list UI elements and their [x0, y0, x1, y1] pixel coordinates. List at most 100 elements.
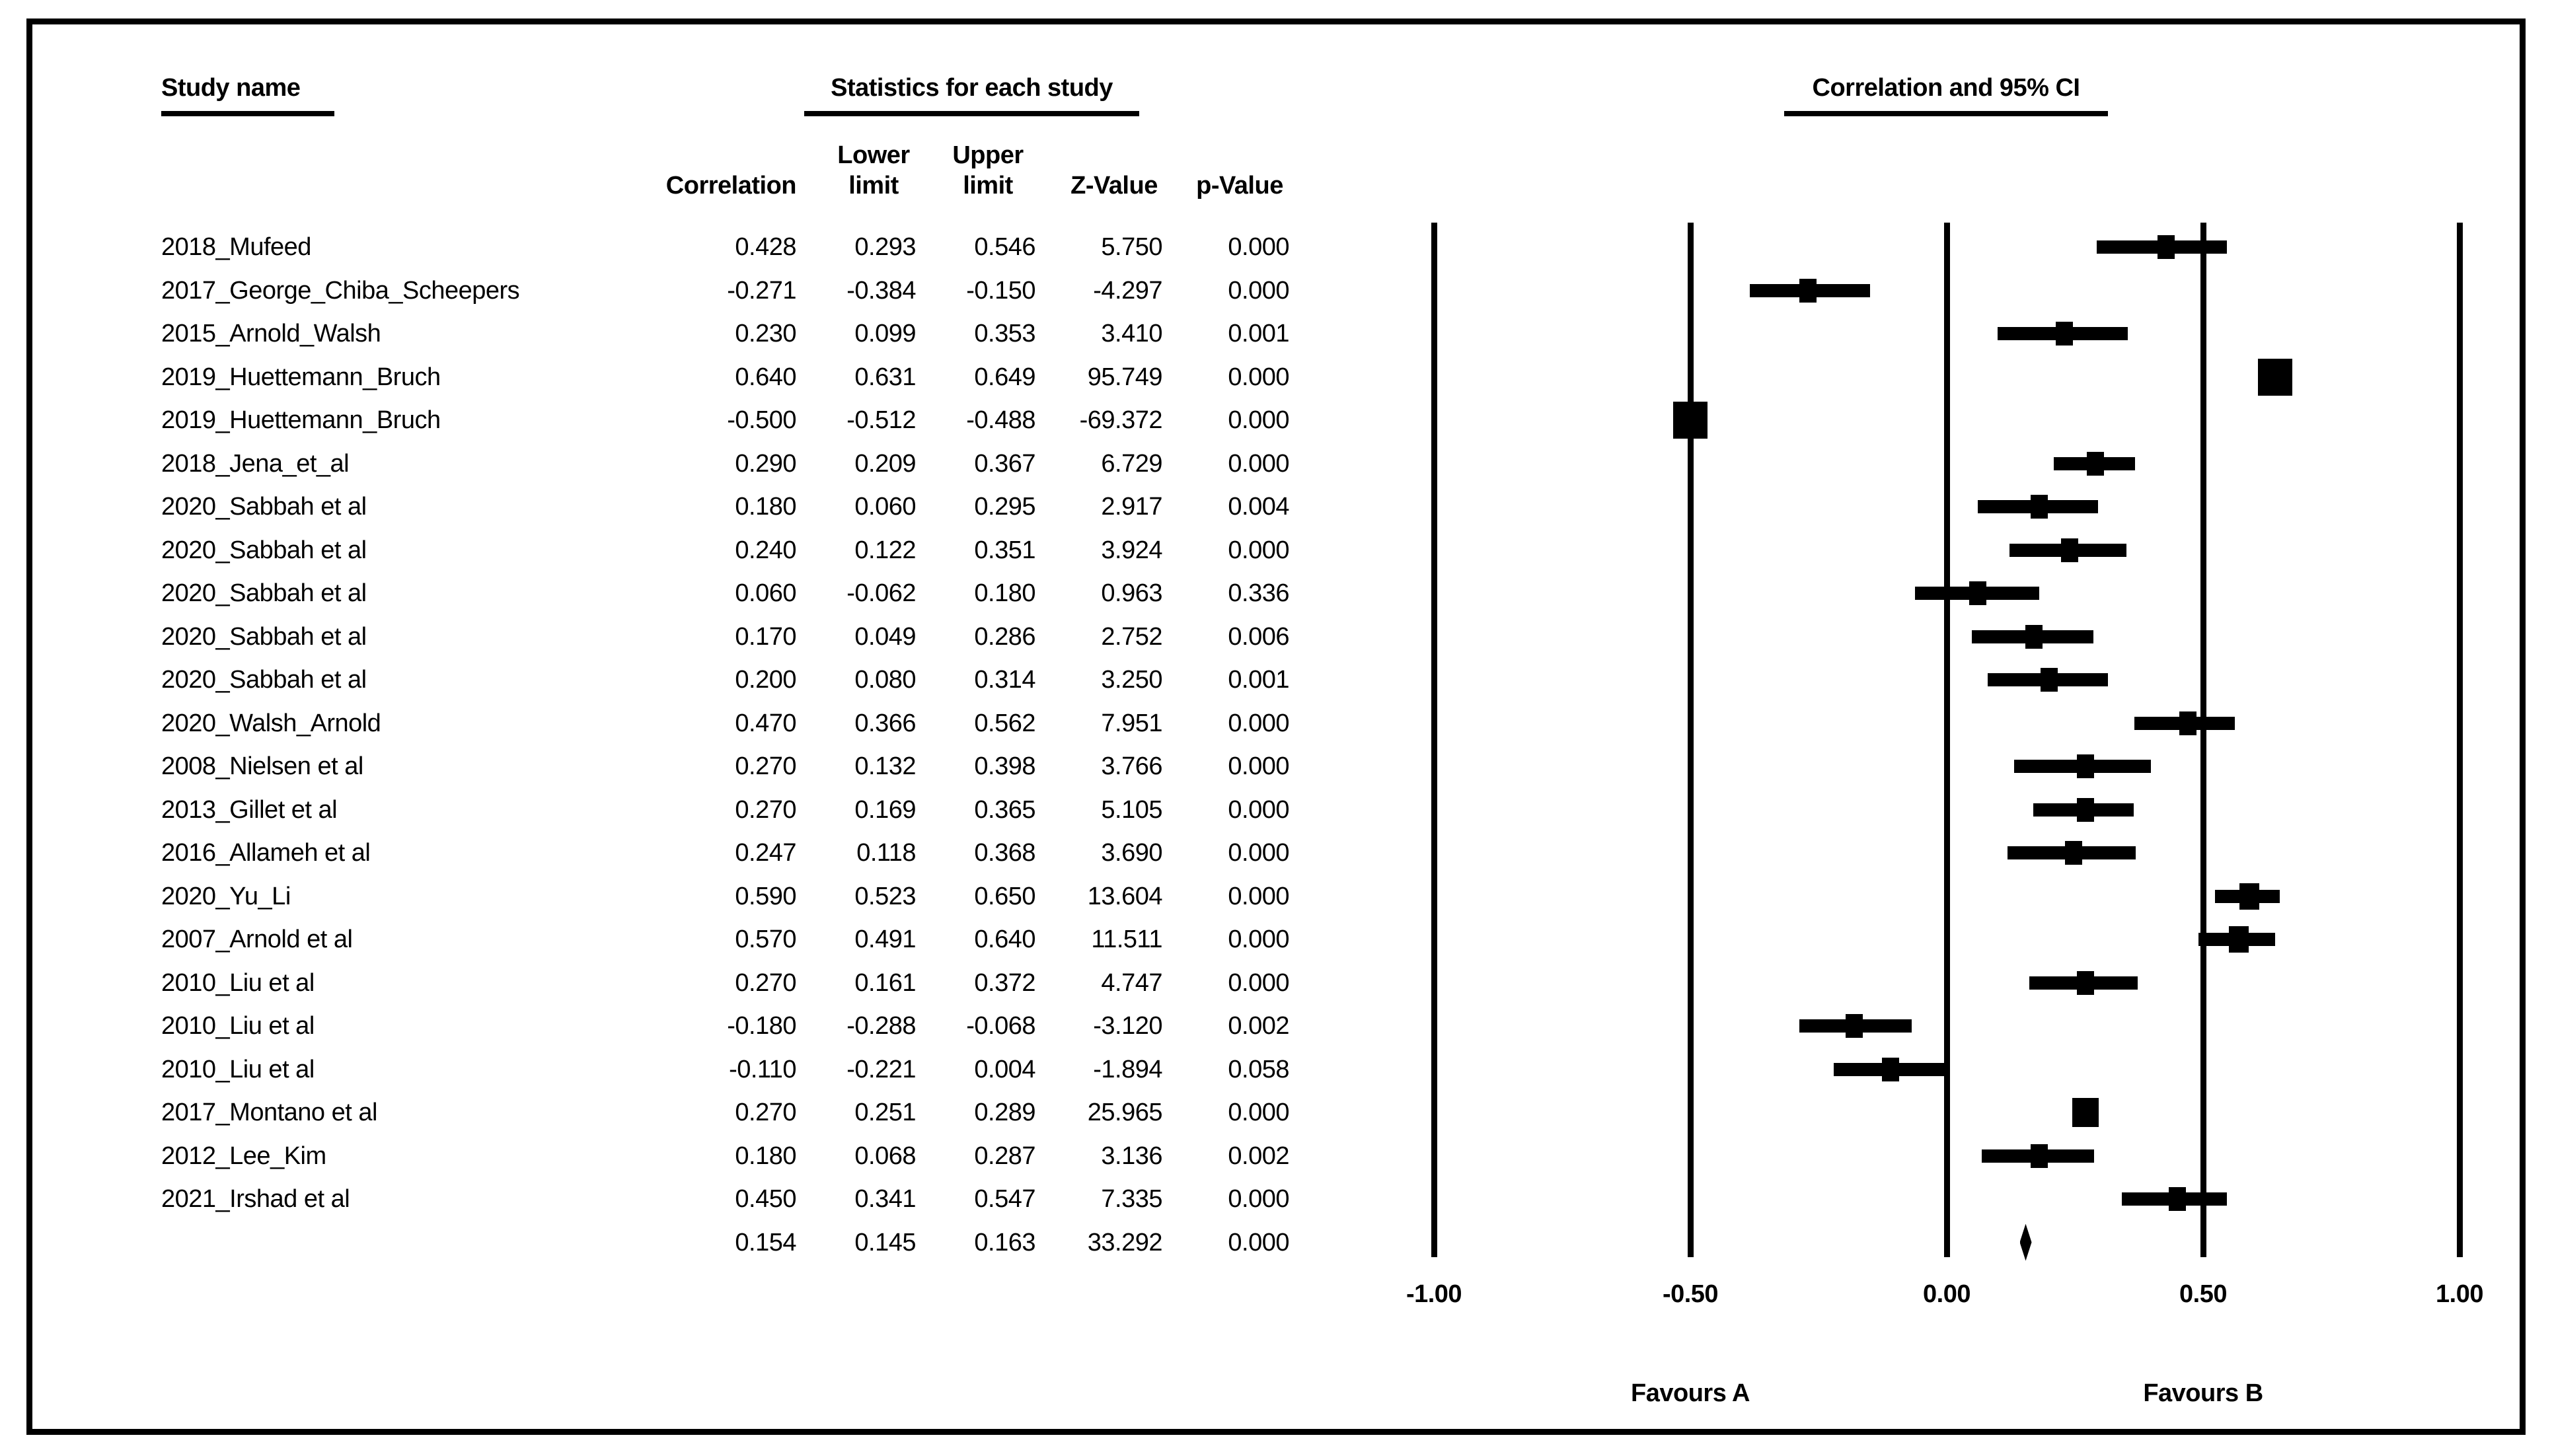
z-value-cell: -4.297: [1093, 276, 1162, 305]
lower-limit-cell: 0.060: [854, 493, 916, 521]
p-value-cell: 0.000: [1228, 709, 1289, 737]
study-name-header: Study name: [161, 74, 301, 102]
p-value-cell: 0.000: [1228, 406, 1289, 434]
p-value-cell: 0.000: [1228, 536, 1289, 564]
lower-limit-cell: 0.049: [854, 622, 916, 651]
axis-tick-label: -0.50: [1662, 1280, 1719, 1308]
point-estimate-square: [2087, 451, 2105, 476]
point-estimate-square: [2061, 538, 2079, 562]
lower-limit-cell: 0.169: [854, 795, 916, 824]
correlation-cell: 0.270: [735, 1099, 796, 1126]
lower-limit-cell: 0.209: [854, 449, 916, 478]
study-row: 2020_Sabbah et al 0.180 0.060 0.295 2.917 0.0…: [0, 485, 1388, 528]
z-value-cell: 5.105: [1101, 795, 1162, 824]
column-header-upper-line2: limit: [963, 172, 1013, 200]
p-value-cell: 0.000: [1228, 276, 1289, 305]
study-name: 2012_Lee_Kim: [161, 1142, 326, 1170]
lower-limit-cell: -0.288: [846, 1012, 916, 1040]
upper-limit-cell: 0.163: [974, 1228, 1035, 1256]
lower-limit-cell: 0.523: [854, 882, 916, 910]
upper-limit-cell: 0.649: [974, 363, 1035, 391]
correlation-cell: -0.110: [729, 1055, 796, 1083]
correlation-cell: 0.230: [735, 320, 796, 347]
study-row: 2007_Arnold et al 0.570 0.491 0.640 11.511 0.…: [0, 918, 1388, 961]
study-row: 2016_Allameh et al 0.247 0.118 0.368 3.690 0.…: [0, 831, 1388, 875]
z-value-cell: -1.894: [1093, 1055, 1162, 1083]
lower-limit-cell: -0.221: [846, 1055, 916, 1083]
upper-limit-cell: 0.367: [974, 449, 1035, 478]
lower-limit-cell: 0.631: [854, 363, 916, 391]
lower-limit-cell: 0.366: [854, 709, 916, 737]
correlation-cell: 0.270: [735, 752, 796, 780]
correlation-cell: 0.290: [735, 449, 796, 478]
study-name: 2017_George_Chiba_Scheepers: [161, 276, 520, 305]
study-name: 2020_Sabbah et al: [161, 666, 367, 694]
upper-limit-cell: 0.351: [974, 536, 1035, 564]
p-value-cell: 0.000: [1228, 752, 1289, 780]
study-row: 2020_Yu_Li 0.590 0.523 0.650 13.604 0.000: [0, 875, 1388, 918]
point-estimate-square: [2072, 1098, 2099, 1127]
column-header-lower-line2: limit: [848, 172, 899, 200]
upper-limit-cell: 0.353: [974, 320, 1035, 347]
axis-tick-label: 0.50: [2179, 1280, 2227, 1308]
column-header-p-value: p-Value: [1196, 172, 1283, 200]
study-row: 2019_Huettemann_Bruch -0.500 -0.512 -0.488 -…: [0, 398, 1388, 442]
column-header-lower-line1: Lower: [837, 141, 910, 169]
axis-tick-label: -1.00: [1406, 1280, 1462, 1308]
z-value-cell: -69.372: [1079, 406, 1163, 434]
z-value-cell: 7.335: [1101, 1185, 1162, 1213]
point-estimate-square: [2158, 235, 2175, 259]
z-value-cell: 2.917: [1101, 493, 1162, 521]
study-name: 2010_Liu et al: [161, 1012, 315, 1040]
upper-limit-cell: 0.286: [974, 622, 1035, 651]
p-value-cell: 0.002: [1228, 1142, 1289, 1170]
z-value-cell: 6.729: [1101, 449, 1162, 478]
point-estimate-square: [2041, 668, 2058, 692]
upper-limit-cell: 0.368: [974, 839, 1035, 867]
study-name: 2020_Walsh_Arnold: [161, 709, 381, 737]
plot-title-underline: [1784, 111, 2108, 116]
study-row: 2018_Jena_et_al 0.290 0.209 0.367 6.729 0.000: [0, 442, 1388, 486]
correlation-cell: 0.170: [735, 622, 796, 651]
p-value-cell: 0.000: [1228, 449, 1289, 478]
point-estimate-square: [2030, 495, 2048, 519]
study-row: 2020_Sabbah et al 0.060 -0.062 0.180 0.963 0.…: [0, 571, 1388, 615]
p-value-cell: 0.000: [1228, 1099, 1289, 1126]
study-name: 2020_Sabbah et al: [161, 579, 367, 607]
study-row: 2008_Nielsen et al 0.270 0.132 0.398 3.766 0.…: [0, 745, 1388, 788]
study-name: 2013_Gillet et al: [161, 795, 338, 824]
lower-limit-cell: 0.080: [854, 666, 916, 694]
study-row: 2020_Sabbah et al 0.240 0.122 0.351 3.924 0.0…: [0, 528, 1388, 572]
study-row: 2010_Liu et al -0.110 -0.221 0.004 -1.894 0.0…: [0, 1048, 1388, 1091]
p-value-cell: 0.001: [1228, 666, 1289, 694]
upper-limit-cell: -0.488: [966, 406, 1035, 434]
upper-limit-cell: -0.068: [966, 1012, 1035, 1040]
p-value-cell: 0.000: [1228, 1228, 1289, 1256]
point-estimate-square: [2064, 841, 2082, 865]
study-name-underline: [161, 111, 334, 116]
upper-limit-cell: 0.398: [974, 752, 1035, 780]
lower-limit-cell: -0.384: [846, 276, 916, 305]
study-row: 2021_Irshad et al 0.450 0.341 0.547 7.335 0.0…: [0, 1177, 1388, 1221]
z-value-cell: 3.766: [1101, 752, 1162, 780]
study-name: 2020_Sabbah et al: [161, 536, 367, 564]
point-estimate-square: [2169, 1187, 2187, 1211]
z-value-cell: 3.410: [1101, 320, 1162, 347]
favours-a-label: Favours A: [1631, 1379, 1750, 1407]
plot-title: Correlation and 95% CI: [1812, 74, 2080, 102]
correlation-cell: 0.180: [735, 1142, 796, 1170]
study-row: 2015_Arnold_Walsh 0.230 0.099 0.353 3.410 0.0…: [0, 312, 1388, 355]
p-value-cell: 0.000: [1228, 233, 1289, 261]
p-value-cell: 0.000: [1228, 1185, 1289, 1213]
study-name: 2010_Liu et al: [161, 968, 315, 997]
correlation-cell: 0.470: [735, 709, 796, 737]
point-estimate-square: [2076, 797, 2094, 822]
axis-reference-line: [1431, 223, 1437, 1257]
axis-reference-line: [2456, 223, 2463, 1257]
lower-limit-cell: 0.341: [854, 1185, 916, 1213]
point-estimate-square: [1881, 1057, 1899, 1081]
lower-limit-cell: 0.068: [854, 1142, 916, 1170]
point-estimate-square: [2056, 322, 2074, 346]
study-row: 2020_Sabbah et al 0.200 0.080 0.314 3.250 0.0…: [0, 658, 1388, 702]
correlation-cell: 0.200: [735, 666, 796, 694]
